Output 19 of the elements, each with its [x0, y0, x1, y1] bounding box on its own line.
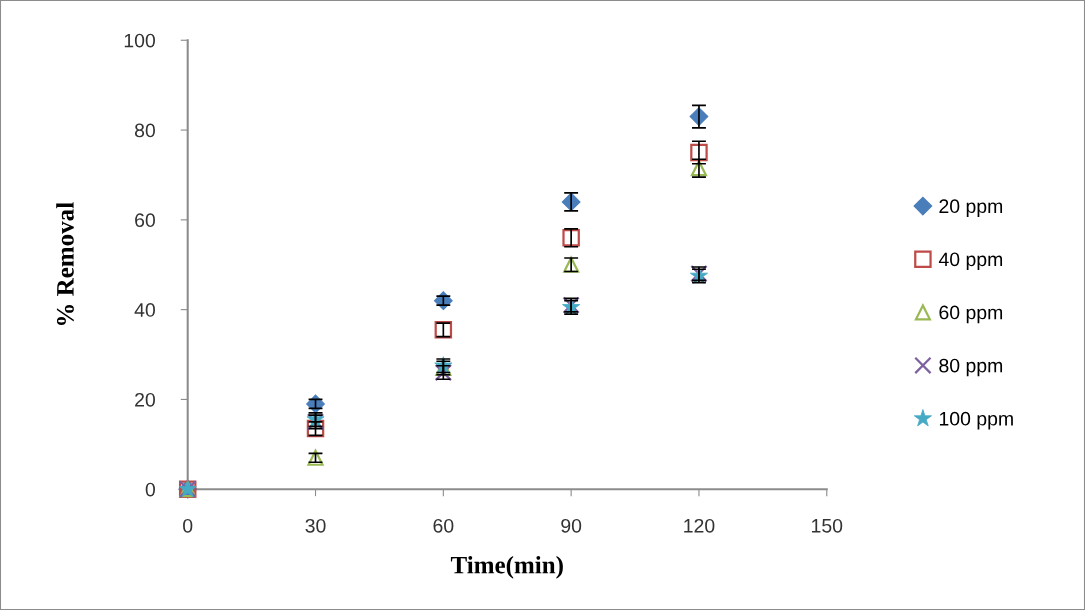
x-tick-label: 30: [305, 518, 326, 533]
x-axis-title: Time(min): [450, 555, 563, 579]
legend-label: 60 ppm: [939, 305, 1003, 324]
x-tick-label: 90: [561, 518, 582, 533]
y-axis-title: % Removal: [56, 202, 74, 326]
y-tick-label: 20: [135, 392, 155, 407]
legend-label: 100 ppm: [939, 411, 1013, 430]
legend-label: 40 ppm: [938, 252, 1003, 271]
y-tick-label: 60: [135, 213, 155, 228]
x-tick-label: 0: [183, 518, 193, 533]
y-tick-label: 0: [145, 482, 155, 497]
y-tick-label: 100: [124, 33, 155, 48]
y-tick-label: 80: [134, 123, 155, 138]
legend-label: 20 ppm: [939, 199, 1003, 217]
x-tick-label: 150: [812, 518, 843, 533]
x-tick-label: 120: [684, 518, 715, 533]
x-tick-label: 60: [433, 518, 454, 533]
legend-label: 80 ppm: [939, 358, 1003, 377]
y-tick-label: 40: [134, 303, 155, 317]
